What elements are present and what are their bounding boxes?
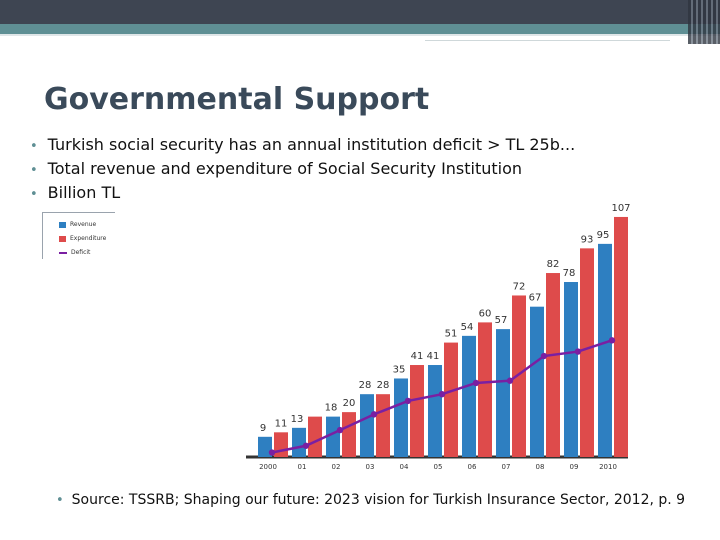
bar-label-expenditure: 20 <box>343 398 356 409</box>
bar-revenue <box>598 243 612 457</box>
deficit-point <box>574 348 582 355</box>
bar-expenditure <box>342 412 356 457</box>
bar-label-expenditure: 41 <box>411 351 424 362</box>
bar-label-expenditure: 11 <box>275 418 288 429</box>
x-tick-label: 06 <box>468 463 477 471</box>
bar-label-expenditure: 72 <box>513 281 526 292</box>
x-tick-label: 2000 <box>259 463 277 471</box>
bar-expenditure <box>274 432 288 457</box>
bar-label-revenue: 28 <box>359 380 372 391</box>
bar-revenue <box>258 436 272 457</box>
deficit-point <box>540 352 548 360</box>
bar-revenue <box>564 282 578 457</box>
bar-revenue <box>496 329 510 457</box>
bar-label-revenue: 13 <box>291 414 304 425</box>
bar-label-revenue: 54 <box>461 322 474 333</box>
x-tick-label: 08 <box>536 463 545 471</box>
bar-expenditure <box>478 322 492 457</box>
source-note: • Source: TSSRB; Shaping our future: 2023… <box>56 492 685 508</box>
bar-label-expenditure: 51 <box>445 329 458 340</box>
bar-label-revenue: 18 <box>325 403 338 414</box>
bar-label-expenditure: 28 <box>377 380 390 391</box>
bar-label-expenditure: 93 <box>581 234 594 245</box>
bullet-text: Turkish social security has an annual in… <box>47 135 576 154</box>
bar-label-revenue: 9 <box>260 423 266 434</box>
bar-revenue <box>462 335 476 457</box>
title-bar <box>0 0 720 24</box>
legend-swatch-revenue <box>59 221 66 228</box>
chart-legend: Revenue Expenditure Deficit <box>42 212 115 259</box>
deficit-point <box>336 426 344 434</box>
slide-title: Governmental Support <box>44 82 430 117</box>
bullet-item: • Turkish social security has an annual i… <box>30 134 575 158</box>
bar-expenditure <box>580 248 594 457</box>
bar-expenditure <box>376 394 390 457</box>
x-tick-label: 04 <box>400 463 409 471</box>
x-tick-label: 07 <box>502 463 511 471</box>
legend-entry-expenditure: Expenditure <box>59 235 106 242</box>
deficit-point <box>472 379 480 387</box>
bar-expenditure <box>444 342 458 457</box>
bullet-text: Total revenue and expenditure of Social … <box>47 159 523 178</box>
legend-label: Expenditure <box>70 235 107 242</box>
bar-expenditure <box>512 295 526 457</box>
accent-band <box>0 24 720 34</box>
legend-line-deficit <box>59 251 67 254</box>
bar-revenue <box>360 394 374 457</box>
bullet-icon: • <box>30 139 38 154</box>
x-tick-label: 05 <box>434 463 443 471</box>
bar-revenue <box>394 378 408 457</box>
bar-label-expenditure: 82 <box>547 259 560 270</box>
bar-revenue <box>530 306 544 457</box>
deficit-point <box>404 397 412 405</box>
x-tick-label: 03 <box>366 463 375 471</box>
bar-expenditure <box>614 216 628 457</box>
bullet-text: Billion TL <box>47 183 121 202</box>
bullet-item: • Billion TL <box>30 182 575 206</box>
decorative-stripes <box>688 0 720 44</box>
bar-label-revenue: 35 <box>393 364 406 375</box>
bullet-item: • Total revenue and expenditure of Social… <box>30 158 575 182</box>
bar-label-revenue: 41 <box>427 351 440 362</box>
deficit-point <box>302 442 310 449</box>
bar-revenue <box>428 365 442 457</box>
bar-revenue <box>292 427 306 457</box>
source-text: Source: TSSRB; Shaping our future: 2023 … <box>71 492 686 508</box>
legend-swatch-expenditure <box>59 235 66 242</box>
legend-label: Revenue <box>70 221 97 228</box>
divider-line-short <box>425 40 670 41</box>
bar-expenditure <box>308 416 322 457</box>
legend-label: Deficit <box>71 249 91 256</box>
x-tick-label: 01 <box>298 463 307 471</box>
bullet-list: • Turkish social security has an annual i… <box>30 134 575 206</box>
deficit-point <box>608 337 616 344</box>
deficit-point <box>268 449 276 456</box>
deficit-point <box>370 411 378 418</box>
bar-label-revenue: 67 <box>529 293 542 304</box>
deficit-point <box>506 377 514 384</box>
bar-expenditure <box>410 365 424 457</box>
x-tick-label: 2010 <box>599 463 617 471</box>
bar-label-revenue: 57 <box>495 315 508 326</box>
bullet-icon: • <box>56 493 64 508</box>
legend-entry-revenue: Revenue <box>59 221 96 228</box>
bullet-icon: • <box>30 163 38 178</box>
x-tick-label: 09 <box>570 463 579 471</box>
legend-entry-deficit: Deficit <box>59 249 90 256</box>
divider-line <box>0 34 720 36</box>
bullet-icon: • <box>30 187 38 202</box>
bar-expenditure <box>546 273 560 457</box>
bar-label-expenditure: 107 <box>611 203 630 214</box>
x-tick-label: 02 <box>332 463 341 471</box>
deficit-point <box>438 390 446 398</box>
bar-revenue <box>326 416 340 457</box>
bar-label-revenue: 95 <box>597 230 610 241</box>
bar-label-expenditure: 60 <box>479 308 492 319</box>
bar-label-revenue: 78 <box>563 268 576 279</box>
